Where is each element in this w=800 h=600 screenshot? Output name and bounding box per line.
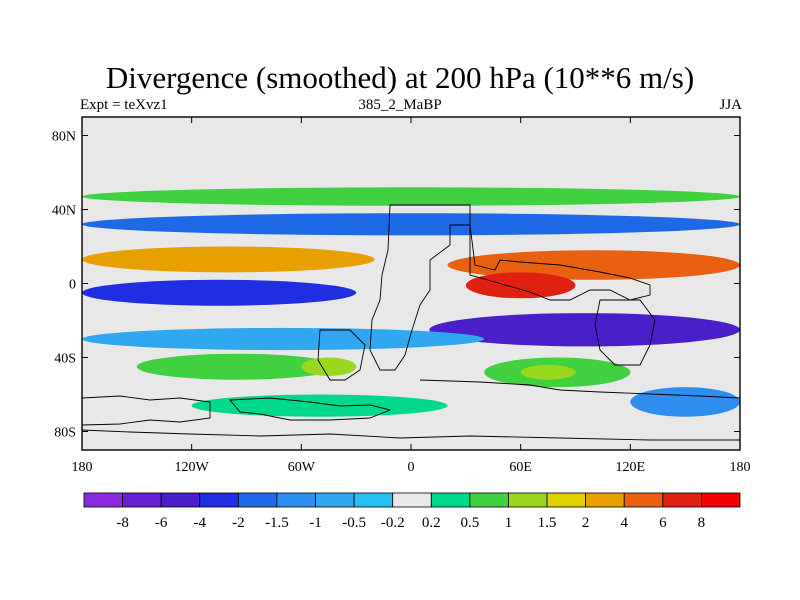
x-tick-label: 180 bbox=[72, 460, 93, 475]
contour-band-0 bbox=[82, 187, 740, 206]
y-tick-label: 40N bbox=[52, 204, 76, 219]
colorbar-label: 8 bbox=[698, 515, 706, 531]
colorbar-swatch bbox=[508, 492, 548, 508]
colorbar-swatch bbox=[315, 492, 355, 508]
colorbar-label: 4 bbox=[620, 515, 628, 531]
colorbar-label: -4 bbox=[194, 515, 207, 531]
coastline-antarctica-east bbox=[419, 379, 740, 399]
contour-band-8 bbox=[136, 353, 338, 380]
x-tick-label: 60E bbox=[509, 460, 532, 475]
colorbar-swatch bbox=[237, 492, 278, 508]
y-tick-label: 0 bbox=[69, 278, 76, 293]
contour-band-3 bbox=[447, 250, 740, 280]
x-tick-label: 120E bbox=[616, 460, 646, 475]
colorbar-label: -6 bbox=[155, 515, 168, 531]
colorbar-swatch bbox=[83, 492, 123, 508]
colorbar-label: -1.5 bbox=[265, 515, 289, 531]
x-tick-label: 60W bbox=[288, 460, 316, 475]
colorbar-swatch bbox=[430, 492, 471, 508]
colorbar-label: -1 bbox=[309, 515, 322, 531]
colorbar-label: -8 bbox=[116, 515, 129, 531]
colorbar-label: 0.5 bbox=[461, 515, 480, 531]
colorbar-label: 2 bbox=[582, 515, 590, 531]
contour-band-10 bbox=[301, 357, 357, 376]
colorbar-swatch bbox=[160, 492, 201, 508]
x-tick-label: 180 bbox=[730, 460, 751, 475]
contour-band-13 bbox=[191, 394, 448, 417]
experiment-label: Expt = teXvz1 bbox=[80, 97, 168, 113]
colorbar-label: 6 bbox=[659, 515, 667, 531]
contour-band-5 bbox=[82, 279, 357, 306]
contour-band-2 bbox=[82, 246, 375, 273]
y-tick-label: 80N bbox=[52, 130, 76, 145]
colorbar-swatch bbox=[662, 492, 702, 508]
colorbar-swatch bbox=[392, 492, 432, 508]
colorbar-swatch bbox=[122, 492, 162, 508]
coastline-antarctica-south bbox=[82, 429, 740, 441]
x-tick-label: 0 bbox=[408, 460, 415, 475]
colorbar-swatch bbox=[276, 492, 316, 508]
coastline-antarctica-west bbox=[82, 395, 211, 426]
colorbar-label: -0.5 bbox=[342, 515, 366, 531]
colorbar-label: 0.2 bbox=[422, 515, 441, 531]
colorbar-label: 1 bbox=[505, 515, 513, 531]
colorbar-swatch bbox=[546, 492, 587, 508]
season-label: JJA bbox=[719, 97, 742, 113]
colorbar-swatch bbox=[701, 492, 741, 508]
colorbar-label: 1.5 bbox=[538, 515, 557, 531]
colorbar-label: -2 bbox=[232, 515, 245, 531]
case-label: 385_2_MaBP bbox=[358, 97, 442, 113]
coastline-asia bbox=[469, 224, 651, 301]
colorbar-swatch bbox=[199, 492, 239, 508]
y-tick-label: 80S bbox=[54, 426, 76, 441]
contour-band-6 bbox=[429, 313, 740, 347]
coastline-australia bbox=[594, 299, 656, 366]
contour-band-7 bbox=[82, 327, 485, 351]
coastline-antarctica-center bbox=[229, 397, 392, 421]
contour-band-1 bbox=[82, 213, 740, 236]
colorbar-swatch bbox=[585, 492, 625, 508]
colorbar-label: -0.2 bbox=[381, 515, 405, 531]
coastline-africa bbox=[369, 204, 471, 371]
chart-title: Divergence (smoothed) at 200 hPa (10**6 … bbox=[105, 60, 695, 95]
colorbar-swatch bbox=[353, 492, 394, 508]
contour-band-4 bbox=[465, 272, 576, 299]
colorbar-swatch bbox=[469, 492, 509, 508]
y-tick-label: 40S bbox=[54, 352, 76, 367]
contour-band-12 bbox=[630, 387, 740, 417]
x-tick-label: 120W bbox=[175, 460, 210, 475]
colorbar-swatch bbox=[623, 492, 664, 508]
coastline-south-america bbox=[317, 329, 366, 381]
contour-band-11 bbox=[520, 364, 576, 380]
